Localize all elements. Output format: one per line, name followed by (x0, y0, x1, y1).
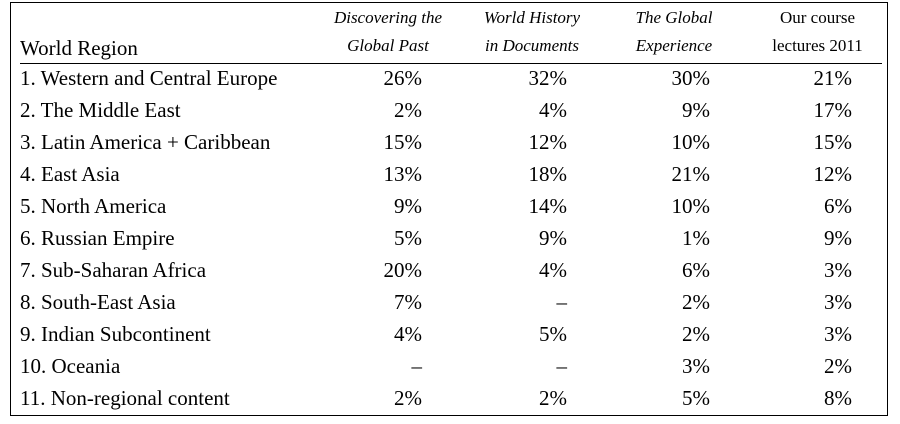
table-row: 11. Non-regional content 2% 2% 5% 8% (0, 386, 900, 418)
value-cell: 5% (539, 322, 567, 346)
value-cell: 5% (682, 386, 710, 410)
value-cell: 12% (813, 162, 853, 186)
header-line: Global Past (347, 36, 429, 55)
value-cell: 14% (528, 194, 568, 218)
table-frame (10, 2, 888, 416)
value-cell: 10% (671, 194, 711, 218)
table-row: 10. Oceania – – 3% 2% (0, 354, 900, 386)
header-global-experience: The Global Experience (614, 4, 734, 60)
header-line: Our course (779, 8, 856, 27)
table-row: 2. The Middle East 2% 4% 9% 17% (0, 98, 900, 130)
region-cell: 7. Sub-Saharan Africa (20, 258, 207, 282)
value-cell: 2% (394, 386, 422, 410)
value-cell: 2% (539, 386, 567, 410)
value-cell: 2% (394, 98, 422, 122)
table-row: 4. East Asia 13% 18% 21% 12% (0, 162, 900, 194)
value-cell: 21% (813, 66, 853, 90)
header-world-history-documents: World History in Documents (462, 4, 602, 60)
table-row: 5. North America 9% 14% 10% 6% (0, 194, 900, 226)
header-discovering-global-past: Discovering the Global Past (318, 4, 458, 60)
region-cell: 4. East Asia (20, 162, 120, 186)
header-line: The Global (635, 8, 713, 27)
value-cell: 2% (824, 354, 852, 378)
value-cell: 26% (383, 66, 423, 90)
table-row: 3. Latin America + Caribbean 15% 12% 10% 15% (0, 130, 900, 162)
region-cell: 1. Western and Central Europe (20, 66, 278, 90)
value-cell: 30% (671, 66, 711, 90)
header-our-course-lectures: Our course lectures 2011 (750, 4, 885, 60)
region-cell: 2. The Middle East (20, 98, 181, 122)
value-cell: 3% (824, 290, 852, 314)
value-cell: 10% (671, 130, 711, 154)
value-cell: 9% (682, 98, 710, 122)
value-cell: 21% (671, 162, 711, 186)
value-cell: 4% (394, 322, 422, 346)
value-cell: – (556, 290, 568, 314)
value-cell: 7% (394, 290, 422, 314)
region-cell: 10. Oceania (20, 354, 121, 378)
value-cell: 1% (682, 226, 710, 250)
value-cell: 2% (682, 290, 710, 314)
value-cell: 2% (682, 322, 710, 346)
region-cell: 11. Non-regional content (20, 386, 230, 410)
header-line: Discovering the (333, 8, 443, 27)
value-cell: 15% (813, 130, 853, 154)
value-cell: 4% (539, 258, 567, 282)
value-cell: – (556, 354, 568, 378)
header-line: World History (483, 8, 581, 27)
header-line: in Documents (485, 36, 579, 55)
region-cell: 8. South-East Asia (20, 290, 176, 314)
region-cell: 3. Latin America + Caribbean (20, 130, 271, 154)
value-cell: 3% (824, 322, 852, 346)
table-row: 8. South-East Asia 7% – 2% 3% (0, 290, 900, 322)
value-cell: 13% (383, 162, 423, 186)
value-cell: – (411, 354, 423, 378)
value-cell: 6% (682, 258, 710, 282)
value-cell: 9% (824, 226, 852, 250)
value-cell: 17% (813, 98, 853, 122)
value-cell: 9% (539, 226, 567, 250)
header-line: Experience (635, 36, 713, 55)
table-row: 7. Sub-Saharan Africa 20% 4% 6% 3% (0, 258, 900, 290)
header-line: lectures 2011 (772, 36, 863, 55)
value-cell: 15% (383, 130, 423, 154)
value-cell: 9% (394, 194, 422, 218)
region-cell: 9. Indian Subcontinent (20, 322, 211, 346)
table-row: 9. Indian Subcontinent 4% 5% 2% 3% (0, 322, 900, 354)
value-cell: 4% (539, 98, 567, 122)
value-cell: 6% (824, 194, 852, 218)
value-cell: 12% (528, 130, 568, 154)
value-cell: 20% (383, 258, 423, 282)
value-cell: 18% (528, 162, 568, 186)
value-cell: 5% (394, 226, 422, 250)
value-cell: 8% (824, 386, 852, 410)
value-cell: 3% (682, 354, 710, 378)
table-row: 1. Western and Central Europe 26% 32% 30% 21… (0, 66, 900, 98)
value-cell: 32% (528, 66, 568, 90)
header-rule (20, 63, 882, 64)
table-row: 6. Russian Empire 5% 9% 1% 9% (0, 226, 900, 258)
value-cell: 3% (824, 258, 852, 282)
region-cell: 5. North America (20, 194, 167, 218)
region-cell: 6. Russian Empire (20, 226, 175, 250)
header-world-region: World Region (20, 36, 138, 60)
